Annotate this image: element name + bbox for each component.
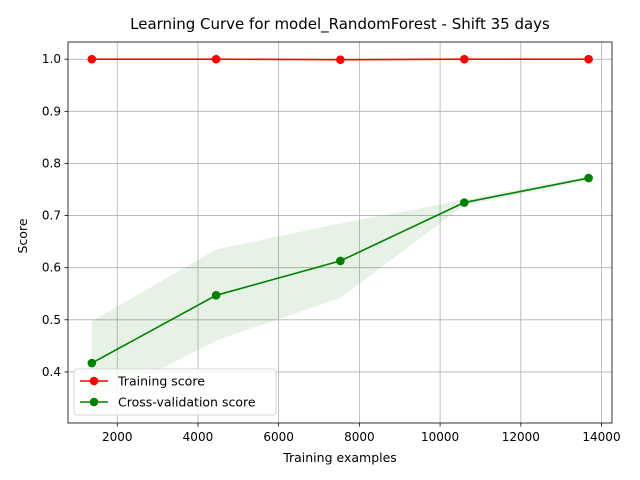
chart-title: Learning Curve for model_RandomForest - … <box>130 15 550 34</box>
y-tick-label: 0.5 <box>42 313 61 327</box>
data-point <box>584 54 593 64</box>
x-tick-label: 14000 <box>582 430 620 444</box>
y-tick-label: 0.6 <box>42 261 61 275</box>
y-tick-label: 0.4 <box>42 365 61 379</box>
x-tick-label: 2000 <box>102 430 133 444</box>
series-lines <box>87 54 593 368</box>
y-tick-label: 0.9 <box>42 104 61 118</box>
data-point <box>584 173 593 183</box>
confidence-band-1 <box>91 175 589 405</box>
data-point <box>211 291 221 300</box>
y-tick-label: 1.0 <box>42 52 61 66</box>
legend-label-1: Cross-validation score <box>118 395 256 410</box>
x-tick-label: 8000 <box>344 430 375 444</box>
plot-frame <box>67 41 613 424</box>
x-axis-label: Training examples <box>282 450 397 465</box>
legend-label-0: Training score <box>117 374 205 389</box>
data-point <box>336 55 345 65</box>
legend-box <box>73 368 277 416</box>
legend-marker-0 <box>89 376 99 386</box>
data-point <box>459 54 469 64</box>
y-tick-label: 0.7 <box>42 209 61 223</box>
x-tick-label: 10000 <box>421 430 459 444</box>
legend-marker-1 <box>89 397 99 407</box>
data-point <box>87 54 97 64</box>
x-tick-label: 6000 <box>263 430 294 444</box>
y-axis-label: Score <box>15 218 30 253</box>
data-point <box>459 198 469 207</box>
legend: Training score Cross-validation score <box>73 368 277 416</box>
x-tick-label: 4000 <box>183 430 214 444</box>
x-tick-label: 12000 <box>502 430 540 444</box>
data-point <box>87 358 97 368</box>
data-point <box>336 256 345 266</box>
data-point <box>211 54 221 64</box>
y-tick-label: 0.8 <box>42 156 61 170</box>
axis-ticks: 2000 4000 6000 8000 10000 12000 14000 0.4 0.5 0.6… <box>42 52 621 444</box>
